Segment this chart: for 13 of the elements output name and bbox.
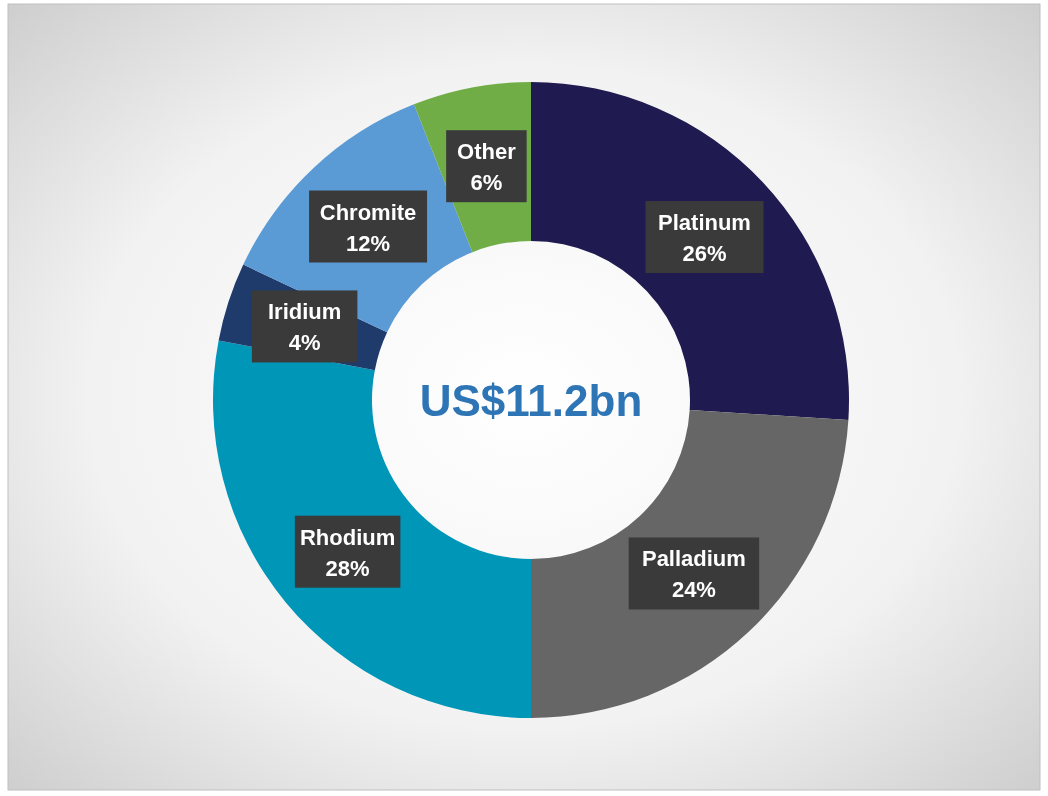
- slice-label: Iridium: [267, 299, 342, 325]
- slice-label: Palladium: [641, 546, 746, 572]
- data-label: 24%: [671, 577, 716, 603]
- text: US$11.2bn: [419, 376, 643, 425]
- slice-label: Other: [457, 139, 517, 165]
- slice-label: Rhodium: [299, 524, 396, 550]
- data-label: 4%: [288, 330, 321, 356]
- data-label: 26%: [682, 241, 727, 267]
- slice-label: Platinum: [658, 210, 751, 236]
- slice-label: Chromite: [319, 199, 417, 225]
- data-label: 12%: [346, 230, 391, 256]
- data-label: 28%: [325, 555, 370, 581]
- data-label: 6%: [470, 170, 503, 196]
